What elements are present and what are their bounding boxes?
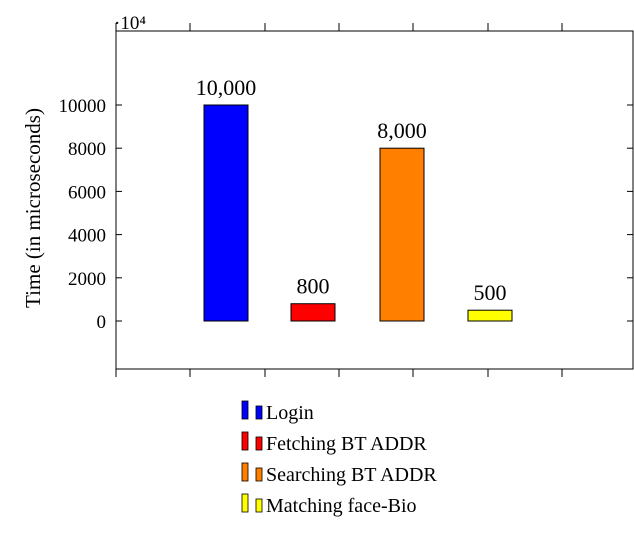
legend-entry-1: Fetching BT ADDR (241, 431, 427, 455)
legend-swatch-1 (241, 431, 249, 451)
plot-frame (115, 30, 634, 370)
legend-swatch-small-1 (255, 436, 263, 451)
y-tick-labels: 0 2000 4000 6000 8000 10000 (59, 96, 107, 333)
legend: Login Fetching BT ADDR Searching BT ADDR Ma… (241, 400, 437, 517)
value-label-3: 500 (474, 280, 507, 305)
y-tick-label-8000: 8000 (68, 139, 106, 160)
y-axis-label: Time (in microseconds) (21, 108, 45, 308)
value-labels: 10,000 800 8,000 500 (196, 75, 507, 305)
value-label-2: 8,000 (377, 118, 427, 143)
y-scale-note: ·10⁴ (114, 13, 146, 34)
bar-searching-bt-addr (379, 147, 425, 322)
y-tick-label-0: 0 (97, 312, 107, 333)
legend-label-3: Matching face-Bio (266, 495, 417, 517)
legend-entry-0: Login (241, 400, 314, 424)
legend-swatch-3 (241, 493, 249, 513)
legend-swatch-small-2 (255, 467, 263, 482)
legend-entry-3: Matching face-Bio (241, 493, 417, 517)
legend-swatch-2 (241, 462, 249, 482)
y-tick-label-6000: 6000 (68, 182, 106, 203)
bar-fetching-bt-addr (290, 303, 336, 322)
legend-label-0: Login (266, 402, 314, 424)
bars (203, 104, 513, 322)
y-tick-label-4000: 4000 (68, 226, 106, 247)
legend-swatch-small-3 (255, 498, 263, 513)
value-label-1: 800 (297, 274, 330, 299)
legend-swatch-0 (241, 400, 249, 420)
y-tick-label-10000: 10000 (59, 96, 107, 117)
legend-label-2: Searching BT ADDR (266, 464, 437, 486)
bar-matching-face-bio (467, 309, 513, 322)
value-label-0: 10,000 (196, 75, 257, 100)
legend-entry-2: Searching BT ADDR (241, 462, 437, 486)
legend-label-1: Fetching BT ADDR (266, 433, 427, 455)
y-tick-label-2000: 2000 (68, 269, 106, 290)
axes (115, 23, 634, 377)
bar-login (203, 104, 249, 322)
legend-swatch-small-0 (255, 405, 263, 420)
